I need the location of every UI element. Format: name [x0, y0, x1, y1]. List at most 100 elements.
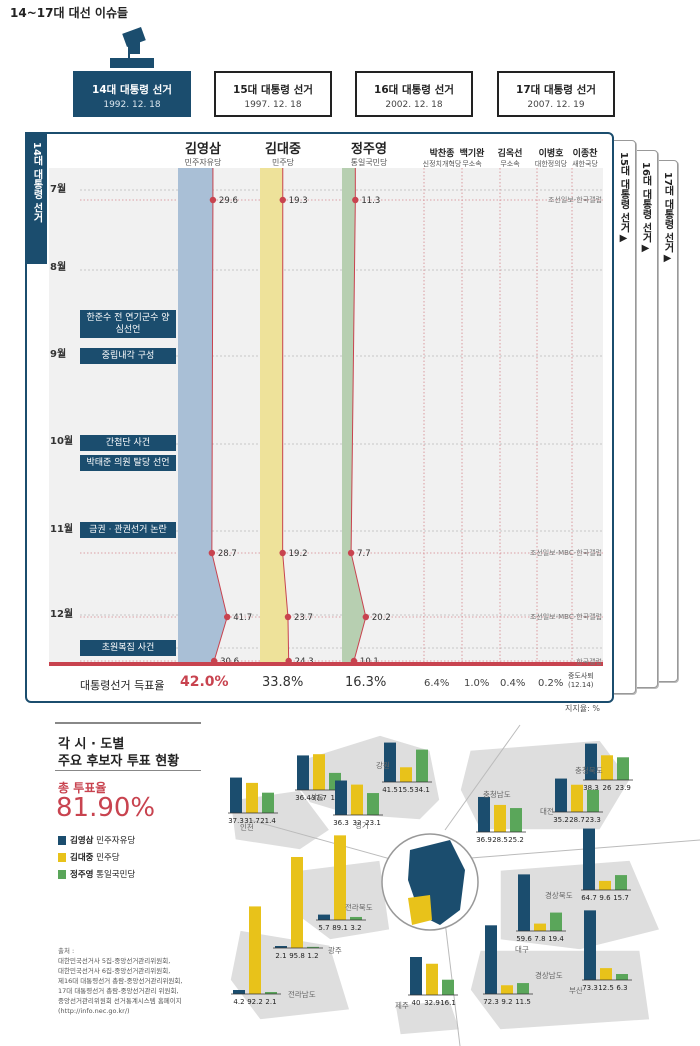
- bar-value-label: 31.7: [244, 817, 260, 825]
- series-area: [178, 168, 228, 664]
- bar-value-label: 12.5: [598, 984, 614, 992]
- bar-value-label: 11.5: [515, 998, 531, 1006]
- bar: [478, 796, 490, 832]
- bar-value-label: 95.8: [289, 952, 305, 960]
- region-label: 서울: [310, 793, 324, 802]
- region-label: 충청남도: [483, 790, 511, 799]
- korea-mini-map-honam: [408, 895, 432, 925]
- month-label: 8월: [50, 262, 67, 273]
- tab-date: 2007. 12. 19: [527, 100, 585, 110]
- bar: [510, 808, 522, 832]
- series-area: [342, 168, 366, 664]
- bar-value-label: 25.2: [508, 836, 524, 844]
- data-label: 28.7: [218, 549, 237, 559]
- bar-value-label: 3.2: [350, 924, 361, 932]
- bar: [334, 835, 346, 920]
- bar-value-label: 40: [412, 999, 421, 1007]
- final-vote-lee-bh: 0.2%: [538, 678, 564, 689]
- bar: [335, 780, 347, 815]
- bar: [318, 914, 330, 920]
- poll-source: 조선일보-MBC-한국갤럽: [529, 549, 602, 557]
- candidate-name: 김영삼: [185, 142, 221, 157]
- bar: [367, 793, 379, 815]
- candidate-party: 무소속: [462, 160, 482, 168]
- bar-value-label: 59.6: [516, 935, 532, 943]
- source-line: 대한민국선거사 5집-중앙선거관리위원회,: [58, 957, 171, 965]
- side-tab-17[interactable]: [654, 160, 678, 682]
- source-line: 중앙선거관리위원회 선거통계시스템 홈페이지: [58, 997, 182, 1005]
- bar: [617, 757, 629, 780]
- bar: [233, 990, 245, 994]
- candidate-header: 김옥선 무소속: [495, 146, 525, 169]
- bar-value-label: 37.7: [311, 794, 327, 802]
- month-label: 12월: [50, 609, 74, 620]
- candidate-party: 새한국당: [572, 160, 598, 168]
- side-tab-label-15: 15대 대통령 선거▶: [618, 152, 629, 244]
- bar-value-label: 36.3: [333, 819, 349, 827]
- tab-title: 17대 대통령 선거: [516, 84, 596, 96]
- region-label: 전라북도: [345, 902, 373, 912]
- candidate-name: 김대중: [265, 142, 301, 157]
- candidate-header: 김영삼 민주자유당: [175, 138, 231, 168]
- bar: [615, 875, 627, 890]
- bar: [584, 910, 596, 980]
- spine-tab: [25, 132, 47, 264]
- bar-value-label: 36.4: [295, 794, 311, 802]
- data-point: [362, 613, 370, 621]
- bar-value-label: 38.3: [583, 784, 599, 792]
- candidate-header: 백기완 무소속: [457, 146, 487, 169]
- bar: [351, 784, 363, 815]
- bar-value-label: 89.1: [332, 924, 348, 932]
- legend-party: 통일국민당: [96, 870, 136, 880]
- poll-source: 조선일보-MBC-한국갤럽: [529, 613, 602, 621]
- bar: [517, 983, 529, 994]
- source-line: 17대 대통령선거 총람-중앙선거관리 위원회,: [58, 987, 179, 995]
- divider: [55, 722, 201, 724]
- bar: [265, 992, 277, 994]
- region-label: 충청북도: [575, 766, 603, 775]
- tab-16th-election[interactable]: 16대 대통령 선거 2002. 12. 18: [355, 71, 473, 117]
- region-label: 경상남도: [535, 970, 563, 980]
- vote-share-label: 대통령선거 득표율: [80, 679, 165, 692]
- tab-15th-election[interactable]: 15대 대통령 선거 1997. 12. 18: [214, 71, 332, 117]
- bar-value-label: 28.7: [569, 816, 585, 824]
- data-label: 20.2: [372, 613, 391, 623]
- chart-background: [49, 168, 603, 665]
- month-label: 7월: [50, 184, 67, 195]
- final-vote-park: 6.4%: [424, 678, 450, 689]
- bar-value-label: 4.2: [233, 998, 244, 1006]
- candidate-name: 정주영: [351, 142, 387, 157]
- side-tab-label-17: 17대 대통령 선거▶: [662, 172, 673, 264]
- final-vote-chung: 16.3%: [345, 675, 387, 690]
- bar: [600, 968, 612, 980]
- bar: [485, 925, 497, 994]
- bar-value-label: 5.7: [318, 924, 329, 932]
- tab-14th-election[interactable]: 14대 대통령 선거 1992. 12. 18: [73, 71, 191, 117]
- bar: [291, 856, 303, 948]
- side-tab-label-16: 16대 대통령 선거▶: [640, 162, 651, 254]
- candidate-name: 박찬종: [429, 149, 455, 159]
- data-label: 19.2: [289, 549, 308, 559]
- event-label: 중립내각 구성: [80, 348, 176, 364]
- candidate-party: 대한정의당: [534, 160, 568, 168]
- candidate-header: 김대중 민주당: [255, 138, 311, 168]
- legend: 김영삼 민주자유당 김대중 민주당 정주영 통일국민당: [58, 833, 135, 884]
- candidate-header: 이병호 대한정의당: [532, 146, 570, 169]
- bar: [550, 912, 562, 931]
- bar: [601, 755, 613, 780]
- bar: [262, 792, 274, 813]
- data-label: 7.7: [357, 549, 371, 559]
- bar: [249, 906, 261, 994]
- source-block: 출처 : 대한민국선거사 5집-중앙선거관리위원회, 대한민국선거사 6집-중앙…: [58, 946, 248, 1016]
- tab-title: 15대 대통령 선거: [233, 84, 313, 96]
- bar: [275, 946, 287, 948]
- bar-value-label: 6.3: [616, 984, 627, 992]
- bar: [313, 754, 325, 790]
- region-label: 대전: [540, 806, 554, 816]
- region-label: 제주: [395, 1001, 409, 1010]
- legend-swatch: [58, 870, 66, 879]
- bar: [426, 963, 438, 995]
- bar-value-label: 23.1: [365, 819, 381, 827]
- tab-17th-election[interactable]: 17대 대통령 선거 2007. 12. 19: [497, 71, 615, 117]
- source-label: 출처 :: [58, 947, 75, 955]
